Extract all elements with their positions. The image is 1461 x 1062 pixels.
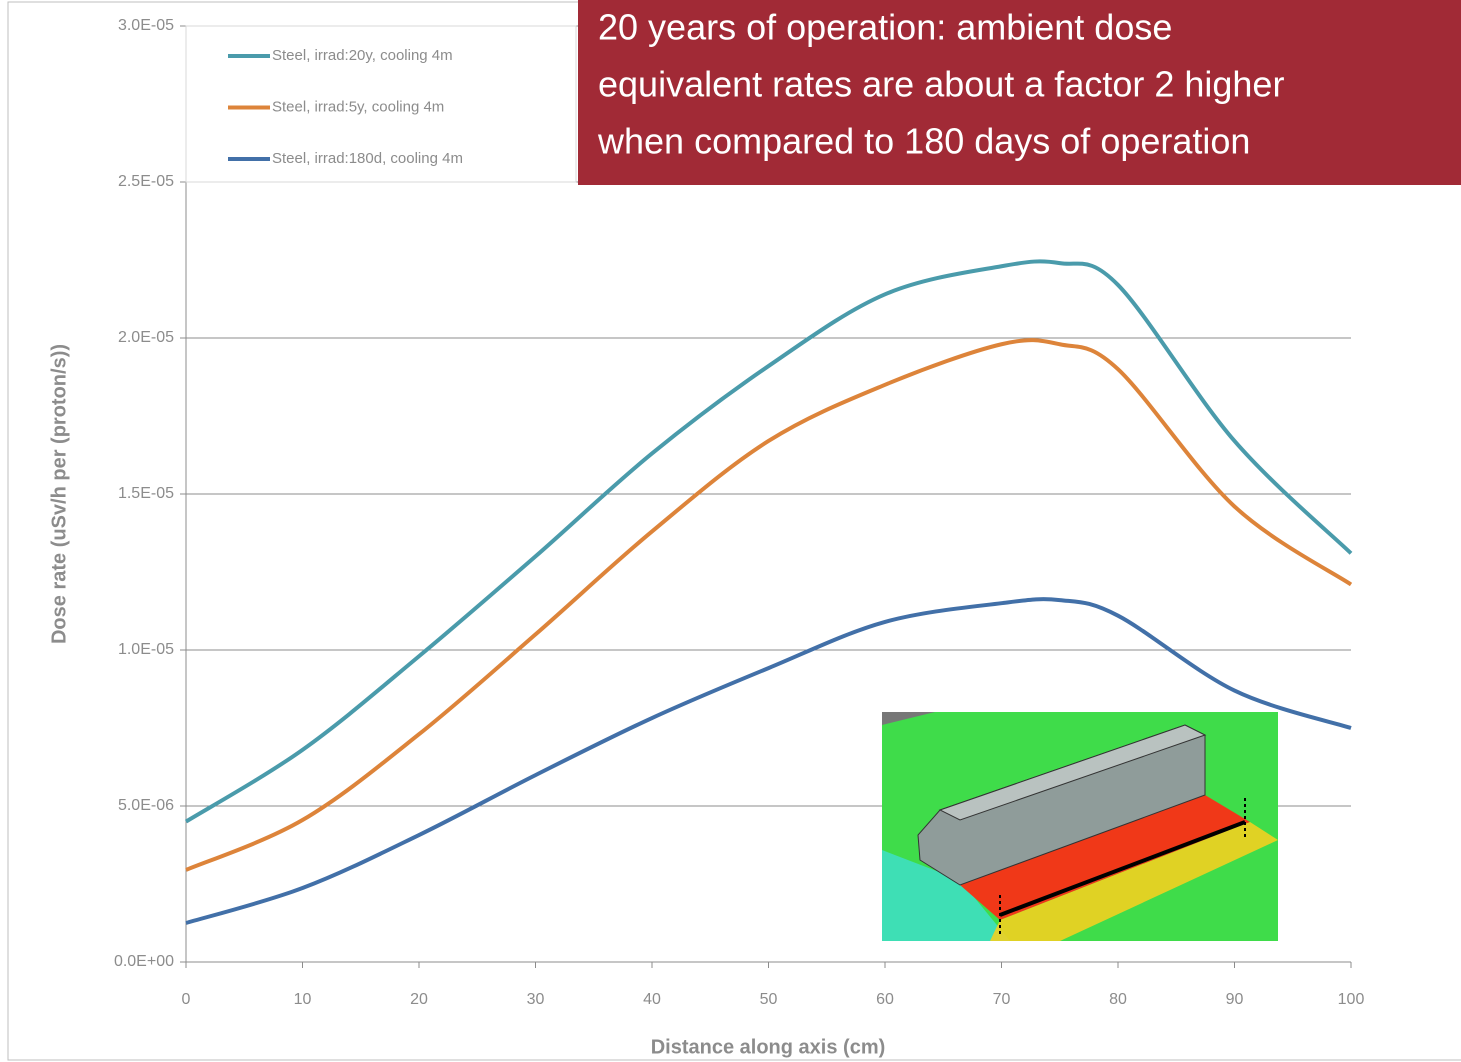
- y-tick-label: 1.0E-05: [118, 641, 174, 658]
- legend-label: Steel, irrad:5y, cooling 4m: [272, 98, 444, 115]
- y-tick-label: 2.0E-05: [118, 329, 174, 346]
- y-axis-title: Dose rate (uSv/h per (proton/s)): [48, 344, 70, 644]
- y-tick-label: 1.5E-05: [118, 485, 174, 502]
- x-tick-label: 80: [1109, 991, 1127, 1008]
- x-tick-label: 100: [1338, 991, 1365, 1008]
- x-tick-label: 40: [643, 991, 661, 1008]
- annotation-text: equivalent rates are about a factor 2 hi…: [598, 64, 1284, 105]
- x-tick-label: 90: [1226, 991, 1244, 1008]
- x-axis-title: Distance along axis (cm): [651, 1036, 886, 1058]
- x-tick-label: 70: [993, 991, 1011, 1008]
- x-tick-label: 10: [294, 991, 312, 1008]
- x-tick-label: 20: [410, 991, 428, 1008]
- x-tick-label: 60: [876, 991, 894, 1008]
- y-tick-label: 3.0E-05: [118, 17, 174, 34]
- chart: Distance along axis (cm) Dose rate (uSv/…: [0, 0, 1461, 1062]
- legend-label: Steel, irrad:20y, cooling 4m: [272, 47, 453, 64]
- annotation-text: when compared to 180 days of operation: [597, 121, 1250, 162]
- annotation-text: 20 years of operation: ambient dose: [598, 7, 1172, 48]
- inset-image: [882, 712, 1278, 941]
- y-tick-label: 0.0E+00: [114, 953, 174, 970]
- x-tick-label: 30: [527, 991, 545, 1008]
- y-tick-label: 2.5E-05: [118, 173, 174, 190]
- y-tick-label: 5.0E-06: [118, 797, 174, 814]
- x-tick-label: 50: [760, 991, 778, 1008]
- x-tick-label: 0: [182, 991, 191, 1008]
- legend-label: Steel, irrad:180d, cooling 4m: [272, 150, 463, 167]
